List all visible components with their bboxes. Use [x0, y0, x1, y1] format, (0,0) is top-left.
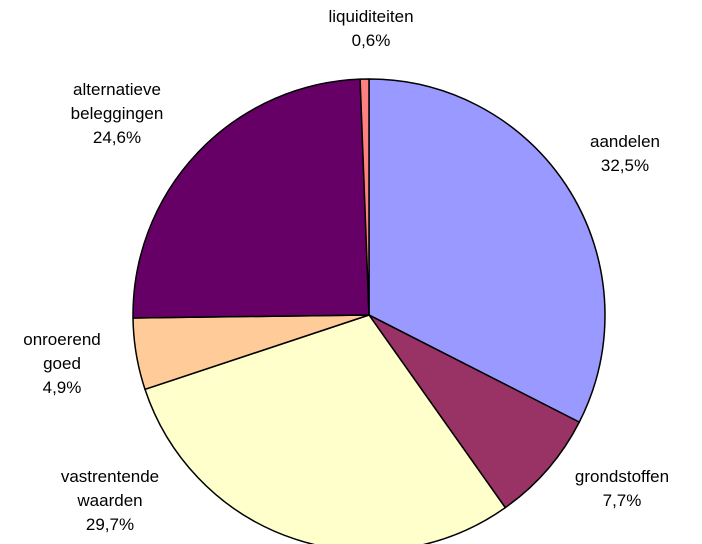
category-label: alternatieve beleggingen: [70, 80, 164, 123]
category-label: grondstoffen: [574, 467, 670, 486]
value-label: 0,6%: [351, 31, 391, 50]
slice-label: alternatieve beleggingen 24,6%: [47, 78, 187, 150]
value-label: 29,7%: [85, 515, 135, 534]
slice-label: onroerend goed 4,9%: [7, 328, 117, 400]
slice-label: liquiditeiten 0,6%: [271, 5, 471, 53]
value-label: 7,7%: [602, 491, 642, 510]
value-label: 24,6%: [92, 128, 142, 147]
category-label: liquiditeiten: [328, 7, 414, 26]
slice-label: vastrentende waarden 29,7%: [35, 465, 185, 537]
pie-slice: [368, 78, 606, 423]
pie-slice: [359, 78, 370, 316]
value-label: 4,9%: [42, 378, 82, 397]
slice-label: aandelen 32,5%: [525, 130, 702, 178]
pie-slice: [368, 314, 581, 509]
value-label: 32,5%: [600, 156, 650, 175]
slice-label: grondstoffen 7,7%: [522, 465, 702, 513]
category-label: aandelen: [590, 132, 660, 151]
category-label: vastrentende waarden: [60, 467, 160, 510]
category-label: onroerend goed: [23, 330, 101, 373]
pie-slice: [144, 314, 507, 544]
pie-slice: [132, 78, 370, 319]
